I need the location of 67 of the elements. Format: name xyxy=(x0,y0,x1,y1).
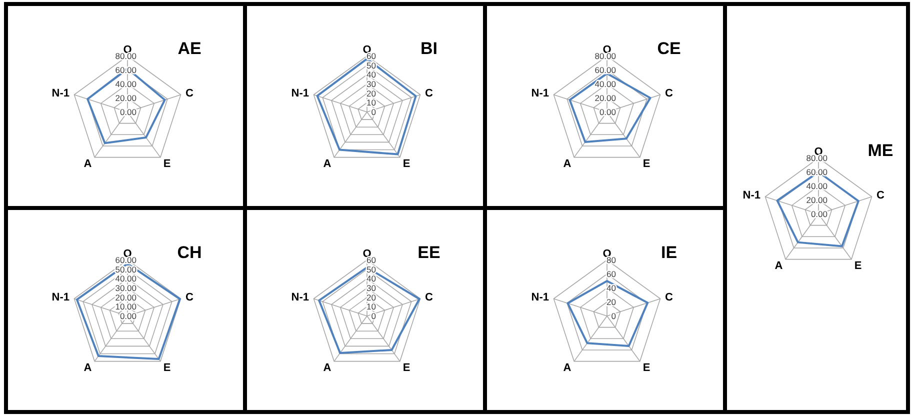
y-tick-label: 50 xyxy=(366,60,376,70)
spoke-label: N-1 xyxy=(52,292,70,304)
spoke-label: A xyxy=(563,158,572,170)
spoke-label: E xyxy=(642,362,650,374)
y-tick-label: 40 xyxy=(366,274,376,284)
y-tick-label: 40 xyxy=(366,70,376,80)
y-tick-label: 30.00 xyxy=(115,283,137,293)
y-tick-label: 60.00 xyxy=(594,65,616,75)
spoke-label: N-1 xyxy=(531,88,549,100)
spoke-label: C xyxy=(876,190,885,202)
y-tick-label: 10.00 xyxy=(115,302,137,312)
y-tick-label: 20.00 xyxy=(115,93,137,103)
spoke-label: E xyxy=(642,158,650,170)
y-tick-label: 30 xyxy=(366,283,376,293)
y-tick-label: 0 xyxy=(611,311,616,321)
spoke-label: C xyxy=(665,292,674,304)
y-tick-label: 60.00 xyxy=(806,167,828,177)
spoke-label: C xyxy=(425,88,434,100)
y-tick-label: 30 xyxy=(366,79,376,89)
spoke-label: A xyxy=(84,362,92,374)
chart-title: CE xyxy=(657,39,681,58)
spoke-label: A xyxy=(323,158,332,170)
chart-title: CH xyxy=(177,243,202,262)
spoke-label: A xyxy=(563,362,572,374)
y-tick-label: 10 xyxy=(366,302,376,312)
y-tick-label: 40.00 xyxy=(806,181,828,191)
spoke-label: C xyxy=(186,88,194,100)
y-tick-label: 20 xyxy=(366,88,376,98)
y-tick-label: 0.00 xyxy=(120,107,137,117)
spoke-label: N-1 xyxy=(52,88,70,100)
y-tick-label: 40.00 xyxy=(594,79,616,89)
spoke-label: E xyxy=(402,362,410,374)
chart-title: EE xyxy=(418,243,440,262)
spoke-label: N-1 xyxy=(291,88,309,100)
spoke-label: E xyxy=(402,158,410,170)
spoke-label: E xyxy=(854,260,862,272)
spoke-label: C xyxy=(425,292,434,304)
spoke-label: C xyxy=(186,292,194,304)
spoke-label: N-1 xyxy=(531,292,549,304)
chart-title: IE xyxy=(660,243,678,262)
spoke-label: N-1 xyxy=(291,292,309,304)
y-tick-label: 0.00 xyxy=(599,107,616,117)
y-tick-label: 10 xyxy=(366,98,376,108)
spoke-label: E xyxy=(163,158,171,170)
y-tick-label: 20.00 xyxy=(115,292,137,302)
y-tick-label: 0.00 xyxy=(810,209,828,219)
y-tick-label: 20.00 xyxy=(806,195,828,205)
y-tick-label: 20 xyxy=(606,297,616,307)
y-tick-label: 40 xyxy=(606,283,616,293)
spoke-label: A xyxy=(323,362,332,374)
y-tick-label: 20 xyxy=(366,292,376,302)
spoke-label: C xyxy=(665,88,674,100)
y-tick-label: 0.00 xyxy=(120,311,137,321)
y-tick-label: 20.00 xyxy=(594,93,616,103)
chart-title: BI xyxy=(420,39,438,58)
y-tick-label: 40.00 xyxy=(115,274,137,284)
y-tick-label: 80 xyxy=(606,255,616,265)
y-tick-label: 60 xyxy=(606,269,616,279)
y-tick-label: 0 xyxy=(371,311,376,321)
spoke-label: A xyxy=(774,260,783,272)
chart-title: ME xyxy=(868,141,894,160)
spoke-label: A xyxy=(84,158,92,170)
chart-title: AE xyxy=(178,39,202,58)
spoke-label: N-1 xyxy=(742,190,760,202)
spoke-label: E xyxy=(163,362,171,374)
y-tick-label: 0 xyxy=(371,107,376,117)
y-tick-label: 40.00 xyxy=(115,79,137,89)
